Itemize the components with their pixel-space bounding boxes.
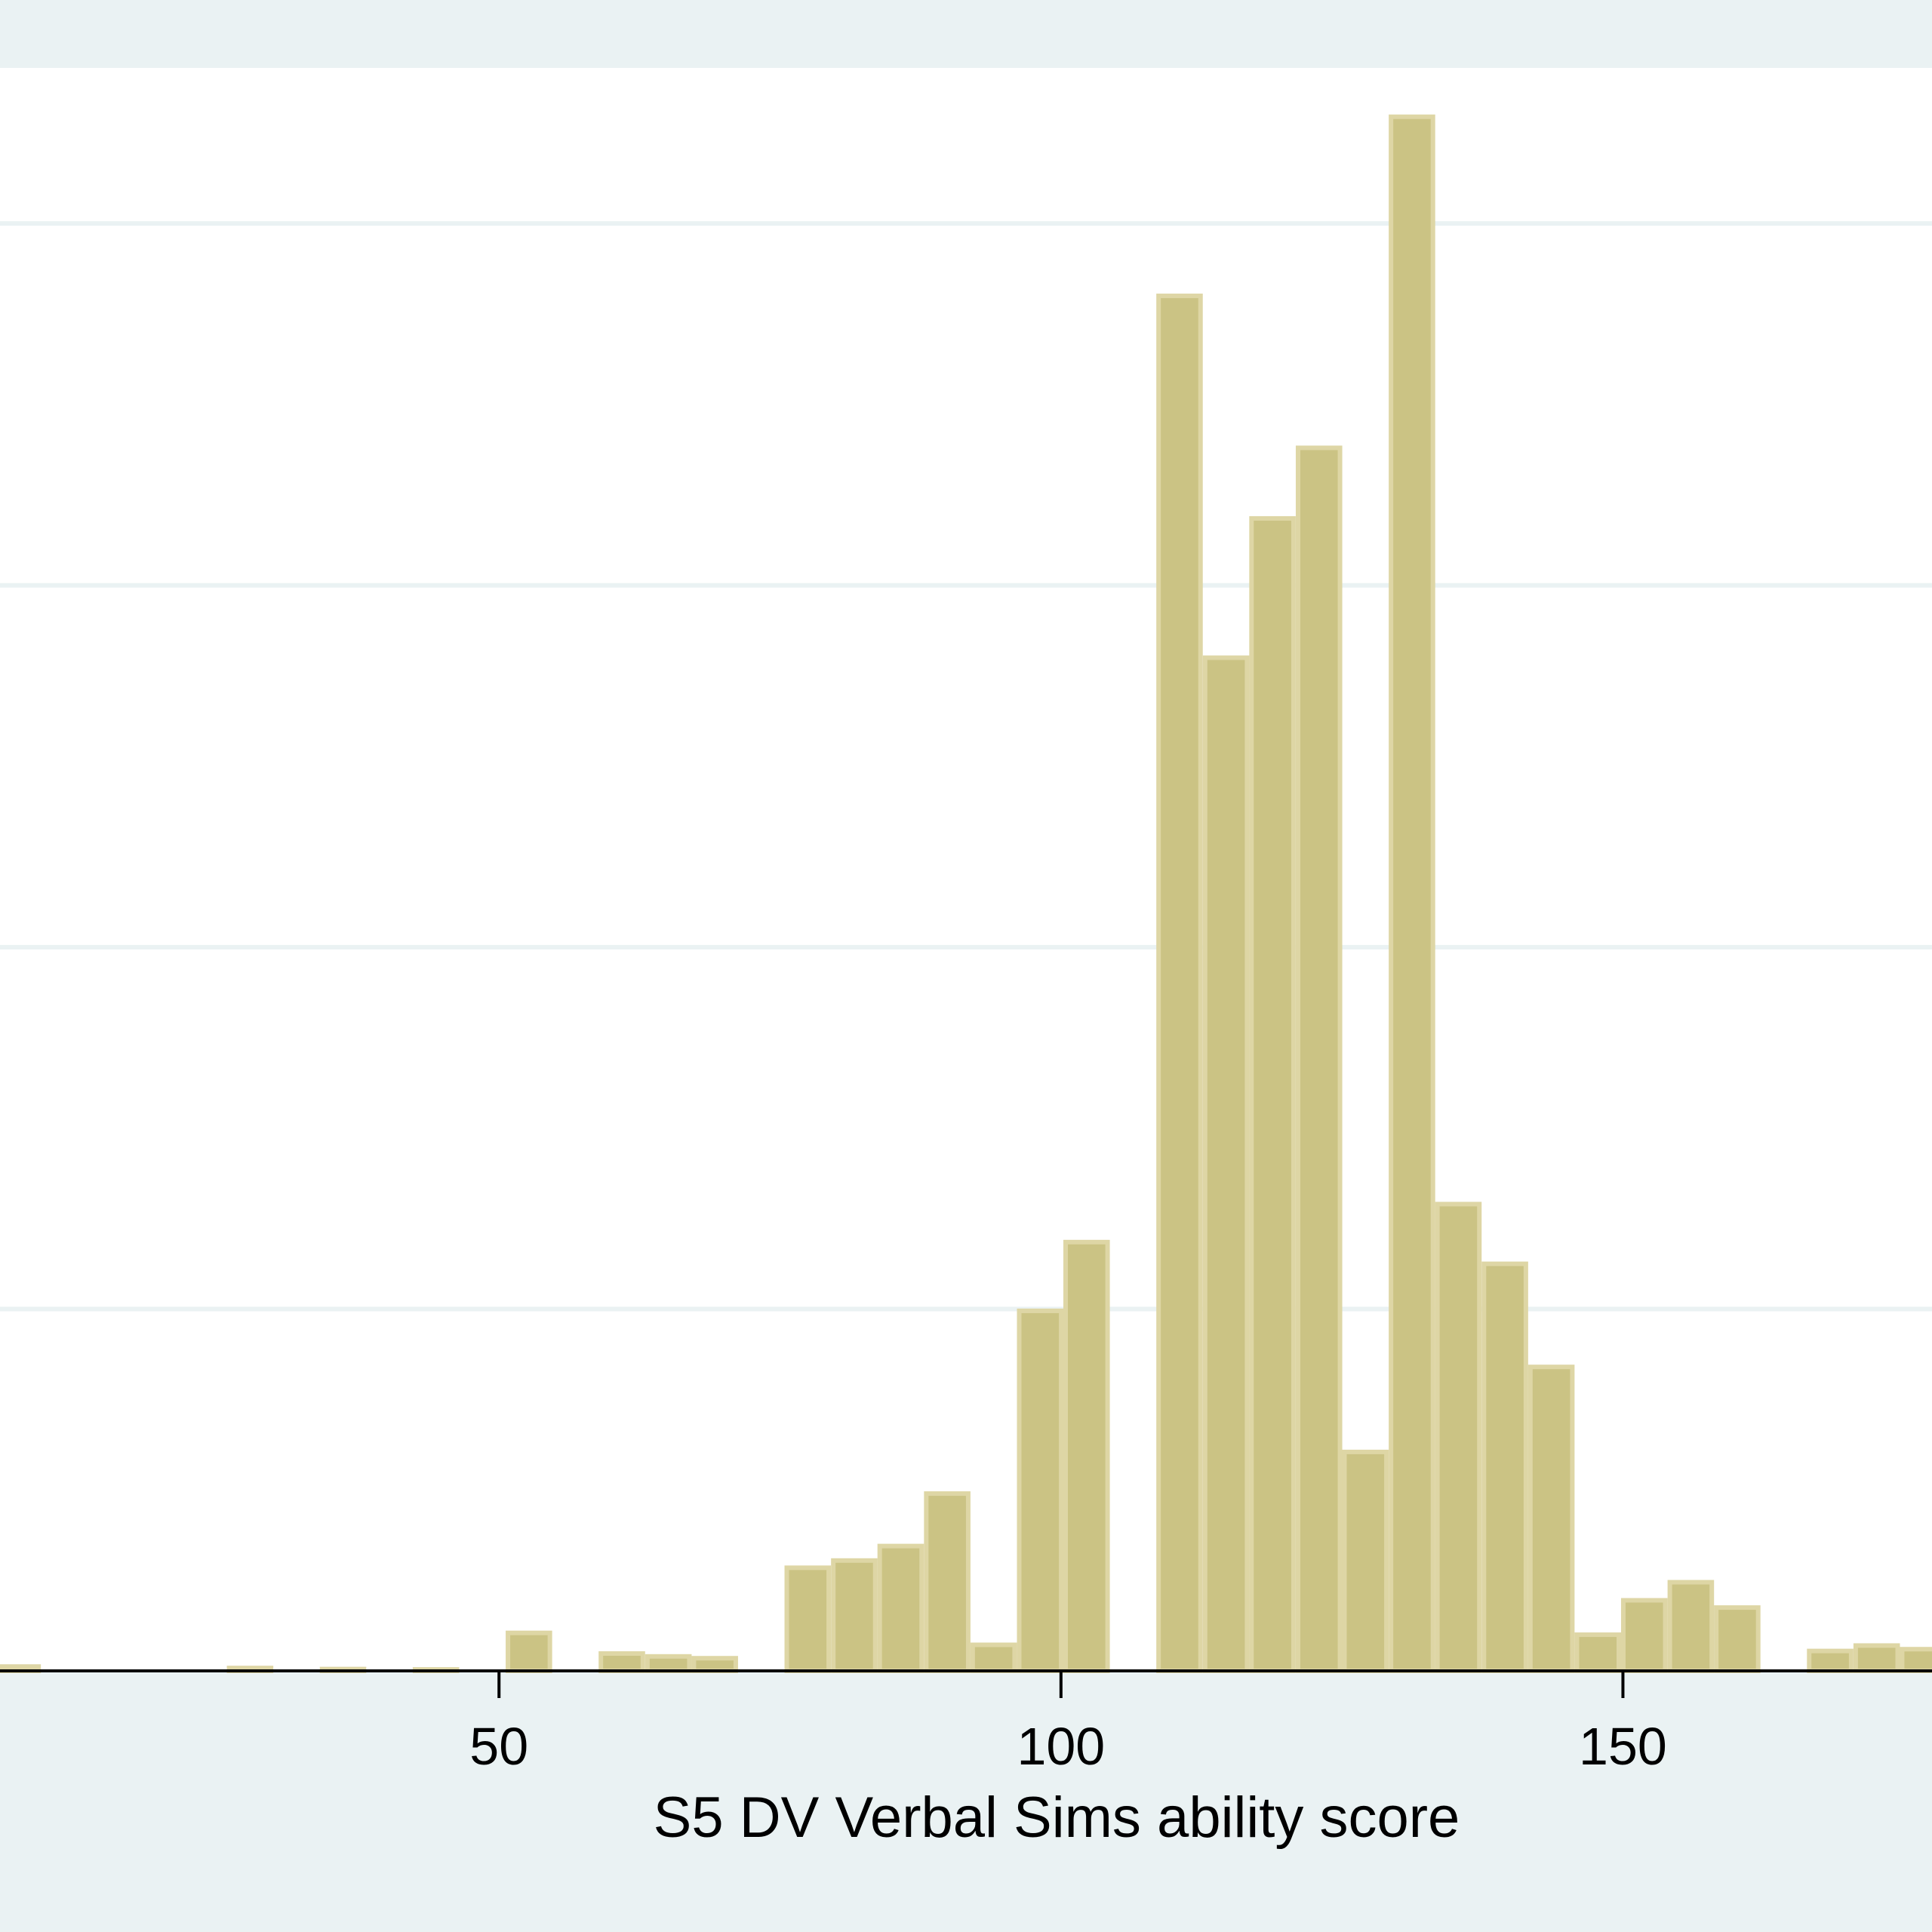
histogram-bar-5 [506, 1630, 552, 1674]
histogram-bars [0, 114, 1932, 1674]
histogram-bar-31 [1900, 1647, 1932, 1673]
histogram-bar-28 [1714, 1605, 1761, 1673]
histogram-bar-15 [1063, 1239, 1110, 1674]
histogram-bar-12 [924, 1491, 971, 1673]
x-tick-label-150: 150 [1579, 1717, 1667, 1776]
histogram-bar-24 [1527, 1364, 1575, 1674]
x-tick-label-50: 50 [469, 1717, 528, 1776]
histogram-bar-6 [598, 1651, 645, 1674]
histogram-bar-16 [1156, 294, 1203, 1673]
plot-area [0, 68, 1932, 1671]
histogram-bar-19 [1295, 445, 1343, 1673]
x-tick-label-100: 100 [1017, 1717, 1105, 1776]
x-axis-ticks: 50 100 150 [469, 1671, 1667, 1776]
histogram-bar-13 [970, 1642, 1017, 1673]
histogram-bar-7 [645, 1654, 692, 1674]
histogram-bar-20 [1342, 1449, 1389, 1673]
histogram-bar-17 [1202, 655, 1250, 1673]
histogram-bar-30 [1853, 1643, 1900, 1674]
histogram-bar-18 [1249, 515, 1296, 1673]
histogram-bar-23 [1481, 1261, 1528, 1673]
grid-lines [0, 221, 1932, 1312]
histogram-bar-22 [1435, 1201, 1482, 1673]
histogram-bar-27 [1667, 1580, 1715, 1673]
histogram-bar-21 [1389, 114, 1435, 1674]
histogram-bar-25 [1574, 1632, 1622, 1674]
histogram-bar-26 [1620, 1598, 1668, 1673]
histogram-bar-9 [784, 1565, 832, 1674]
histogram-bar-11 [877, 1543, 924, 1673]
histogram-bar-10 [831, 1558, 878, 1673]
x-axis-title: S5 DV Verbal Sims ability score [654, 1786, 1460, 1850]
histogram-bar-14 [1017, 1308, 1064, 1674]
histogram-bar-29 [1807, 1648, 1854, 1674]
histogram-bar-8 [691, 1656, 738, 1674]
